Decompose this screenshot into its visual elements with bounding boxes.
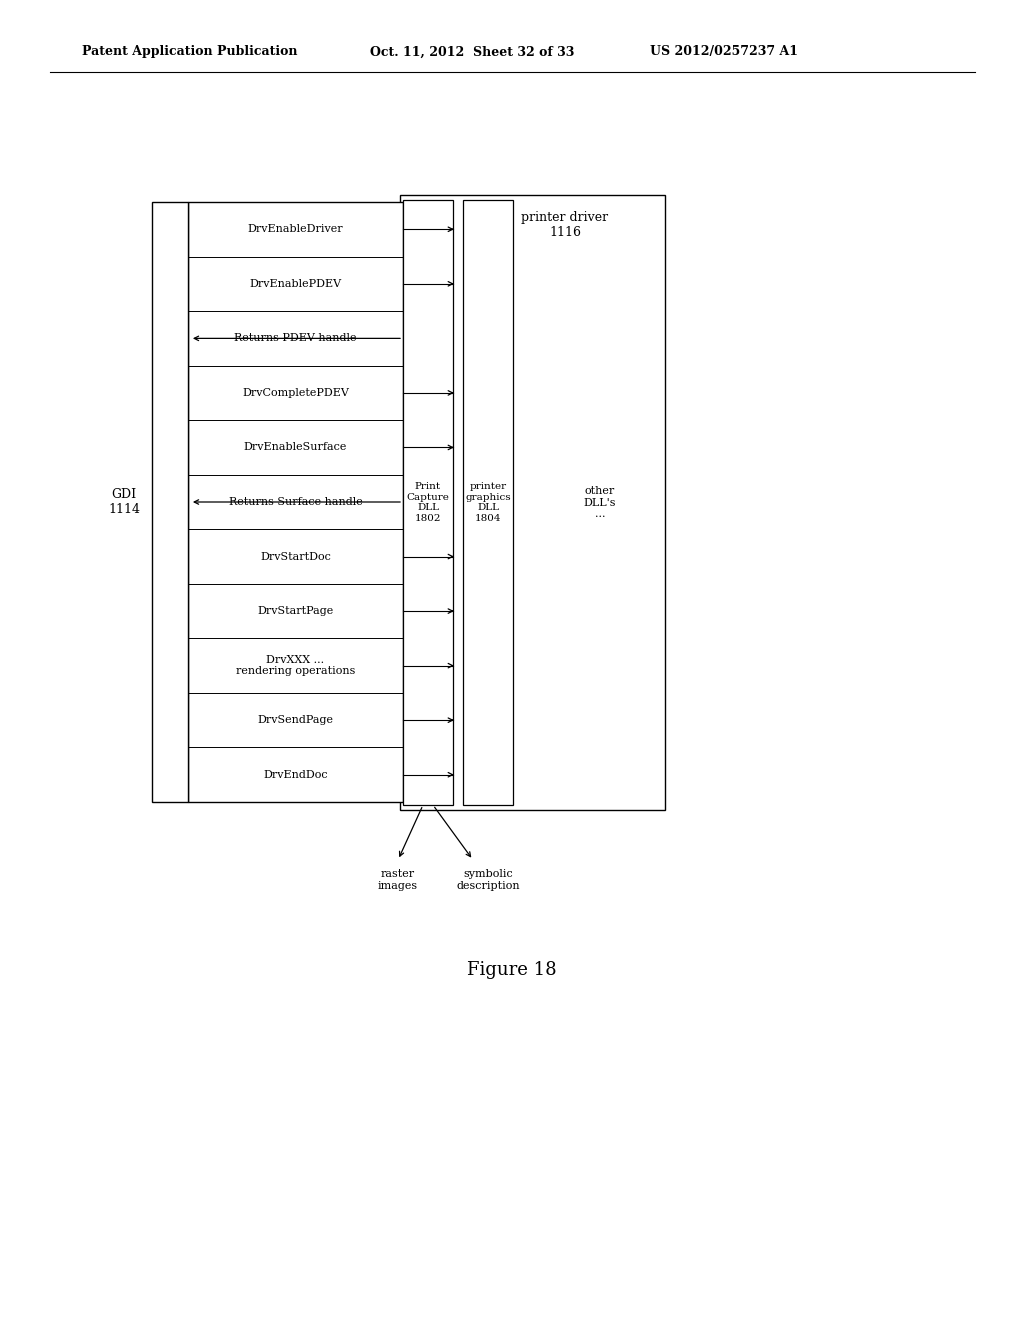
- Text: Print
Capture
DLL
1802: Print Capture DLL 1802: [407, 482, 450, 523]
- Text: Figure 18: Figure 18: [467, 961, 557, 979]
- Text: DrvSendPage: DrvSendPage: [257, 715, 334, 725]
- Bar: [463, 201, 513, 805]
- Text: Oct. 11, 2012  Sheet 32 of 33: Oct. 11, 2012 Sheet 32 of 33: [370, 45, 574, 58]
- Text: printer driver
1116: printer driver 1116: [521, 211, 608, 239]
- Text: raster
images: raster images: [378, 869, 418, 891]
- Text: US 2012/0257237 A1: US 2012/0257237 A1: [650, 45, 798, 58]
- Text: DrvEndDoc: DrvEndDoc: [263, 770, 328, 780]
- Text: DrvStartDoc: DrvStartDoc: [260, 552, 331, 561]
- Text: Patent Application Publication: Patent Application Publication: [82, 45, 298, 58]
- Bar: [152, 202, 188, 803]
- Text: Returns Surface handle: Returns Surface handle: [228, 498, 362, 507]
- Bar: [403, 201, 453, 805]
- Text: Returns PDEV handle: Returns PDEV handle: [234, 334, 356, 343]
- Text: DrvEnableSurface: DrvEnableSurface: [244, 442, 347, 453]
- Text: DrvCompletePDEV: DrvCompletePDEV: [242, 388, 349, 397]
- Text: DrvEnablePDEV: DrvEnablePDEV: [250, 279, 342, 289]
- Bar: [188, 202, 403, 803]
- Text: GDI
1114: GDI 1114: [108, 488, 140, 516]
- Text: printer
graphics
DLL
1804: printer graphics DLL 1804: [465, 482, 511, 523]
- Text: DrvXXX ...
rendering operations: DrvXXX ... rendering operations: [236, 655, 355, 676]
- Text: DrvEnableDriver: DrvEnableDriver: [248, 224, 343, 234]
- Text: other
DLL's
...: other DLL's ...: [584, 486, 616, 519]
- Text: symbolic
description: symbolic description: [456, 869, 520, 891]
- Text: DrvStartPage: DrvStartPage: [257, 606, 334, 616]
- Bar: [400, 195, 665, 810]
